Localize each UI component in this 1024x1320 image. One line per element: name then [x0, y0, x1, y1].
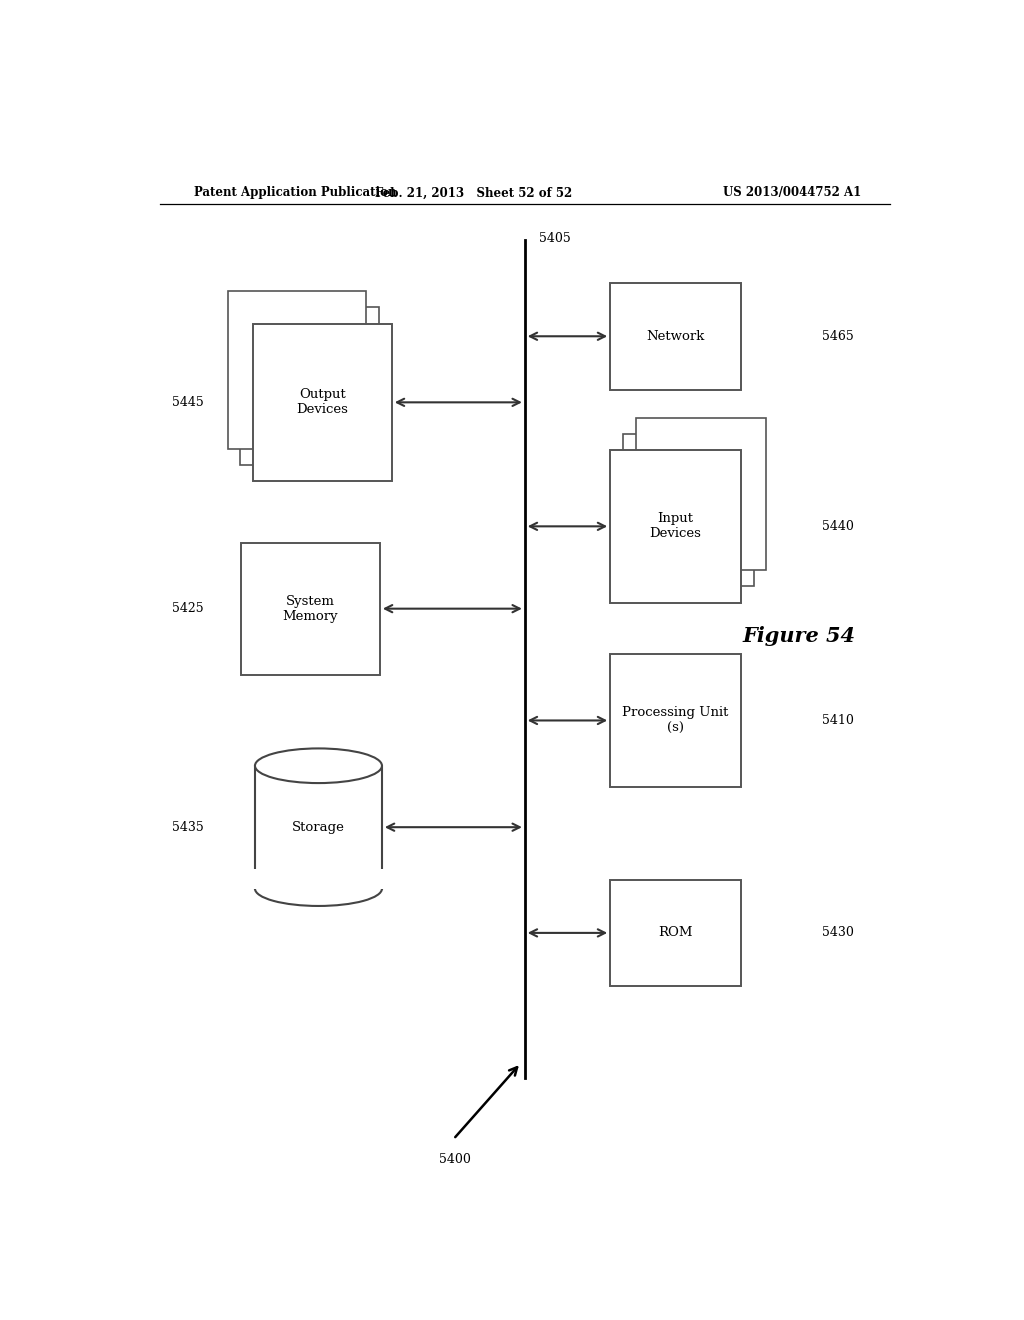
Text: Input
Devices: Input Devices	[649, 512, 701, 540]
Text: 5435: 5435	[172, 821, 204, 834]
Bar	[227, 290, 367, 449]
Text: US 2013/0044752 A1: US 2013/0044752 A1	[723, 186, 861, 199]
Text: Storage: Storage	[292, 821, 345, 834]
Bar	[610, 879, 741, 986]
Text: Figure 54: Figure 54	[742, 626, 855, 645]
Bar	[241, 308, 379, 465]
Text: 5400: 5400	[439, 1154, 471, 1167]
Bar	[623, 434, 754, 586]
Text: 5445: 5445	[172, 396, 204, 409]
Bar	[253, 323, 392, 480]
Bar	[610, 655, 741, 787]
Ellipse shape	[255, 748, 382, 783]
Text: Patent Application Publication: Patent Application Publication	[194, 186, 396, 199]
Text: Feb. 21, 2013   Sheet 52 of 52: Feb. 21, 2013 Sheet 52 of 52	[375, 186, 571, 199]
Bar	[253, 870, 384, 888]
Text: ROM: ROM	[658, 927, 693, 940]
Bar	[636, 417, 766, 570]
Text: 5440: 5440	[822, 520, 854, 533]
Text: 5425: 5425	[172, 602, 204, 615]
Text: 5430: 5430	[822, 927, 854, 940]
Bar	[241, 543, 380, 675]
Ellipse shape	[255, 871, 382, 906]
Text: System
Memory: System Memory	[283, 595, 338, 623]
Text: 5410: 5410	[822, 714, 854, 727]
Text: 5405: 5405	[539, 232, 570, 244]
Text: Network: Network	[646, 330, 705, 343]
Text: Output
Devices: Output Devices	[297, 388, 348, 416]
Text: Processing Unit
(s): Processing Unit (s)	[623, 706, 729, 734]
Bar	[255, 766, 382, 888]
Text: 5465: 5465	[822, 330, 854, 343]
Bar	[610, 282, 741, 389]
Bar	[610, 450, 741, 602]
